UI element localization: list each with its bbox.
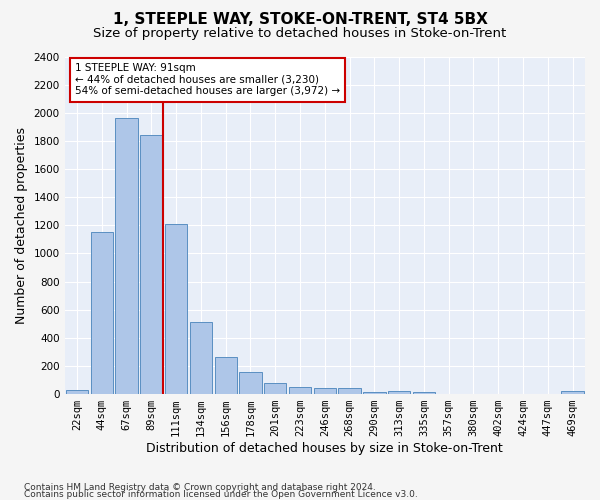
Text: Contains public sector information licensed under the Open Government Licence v3: Contains public sector information licen… (24, 490, 418, 499)
Bar (239, 372, 262, 394)
Bar (66, 390, 88, 394)
Text: Contains HM Land Registry data © Crown copyright and database right 2024.: Contains HM Land Registry data © Crown c… (24, 484, 376, 492)
Bar (338, 388, 361, 394)
Y-axis label: Number of detached properties: Number of detached properties (15, 127, 28, 324)
Bar (190, 322, 212, 394)
X-axis label: Distribution of detached houses by size in Stoke-on-Trent: Distribution of detached houses by size … (146, 442, 503, 455)
Text: Size of property relative to detached houses in Stoke-on-Trent: Size of property relative to detached ho… (94, 28, 506, 40)
Bar (314, 388, 336, 394)
Bar (165, 224, 187, 394)
Bar (363, 392, 386, 394)
Bar (215, 357, 237, 394)
Bar (115, 118, 138, 394)
Bar (388, 392, 410, 394)
Bar (264, 383, 286, 394)
Text: 1 STEEPLE WAY: 91sqm
← 44% of detached houses are smaller (3,230)
54% of semi-de: 1 STEEPLE WAY: 91sqm ← 44% of detached h… (75, 64, 340, 96)
Bar (91, 232, 113, 394)
Bar (289, 387, 311, 394)
Text: 1, STEEPLE WAY, STOKE-ON-TRENT, ST4 5BX: 1, STEEPLE WAY, STOKE-ON-TRENT, ST4 5BX (113, 12, 487, 28)
Bar (413, 392, 435, 394)
Bar (562, 392, 584, 394)
Bar (140, 136, 163, 394)
